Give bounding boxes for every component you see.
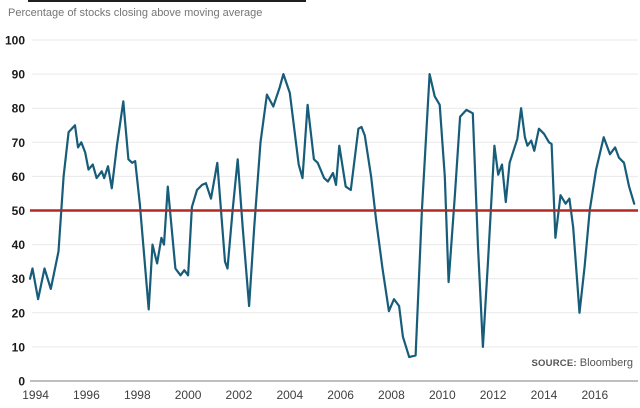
y-axis-tick-label: 0 — [18, 375, 25, 389]
chart-title: Percentage of stocks closing above movin… — [8, 7, 263, 19]
y-axis-tick-label: 50 — [12, 204, 26, 218]
y-axis-tick-label: 10 — [12, 340, 26, 354]
x-axis-tick-label: 2008 — [378, 388, 405, 402]
source-value: Bloomberg — [579, 357, 633, 369]
x-axis-tick-label: 1998 — [124, 388, 151, 402]
y-axis-tick-label: 90 — [12, 68, 26, 82]
x-axis-tick-label: 2010 — [429, 388, 456, 402]
x-axis-tick-label: 2000 — [175, 388, 202, 402]
x-axis-tick-label: 2014 — [531, 388, 558, 402]
x-axis-tick-label: 2004 — [276, 388, 303, 402]
y-axis-tick-label: 20 — [12, 306, 26, 320]
x-axis-tick-label: 1994 — [22, 388, 49, 402]
x-axis-tick-label: 2012 — [480, 388, 507, 402]
x-axis-tick-label: 2006 — [327, 388, 354, 402]
y-axis-tick-label: 100 — [5, 34, 25, 48]
source-label: SOURCE: — [531, 358, 577, 369]
y-axis-tick-label: 60 — [12, 170, 26, 184]
y-axis-tick-label: 80 — [12, 102, 26, 116]
x-axis-tick-label: 1996 — [73, 388, 100, 402]
source-note: SOURCE: Bloomberg — [532, 357, 633, 369]
y-axis-tick-label: 40 — [12, 238, 26, 252]
y-axis-tick-label: 30 — [12, 272, 26, 286]
data-line — [28, 72, 636, 359]
x-axis-tick-label: 2002 — [226, 388, 253, 402]
y-axis-tick-label: 70 — [12, 136, 26, 150]
top-rule — [28, 0, 306, 2]
x-axis-tick-label: 2016 — [581, 388, 608, 402]
